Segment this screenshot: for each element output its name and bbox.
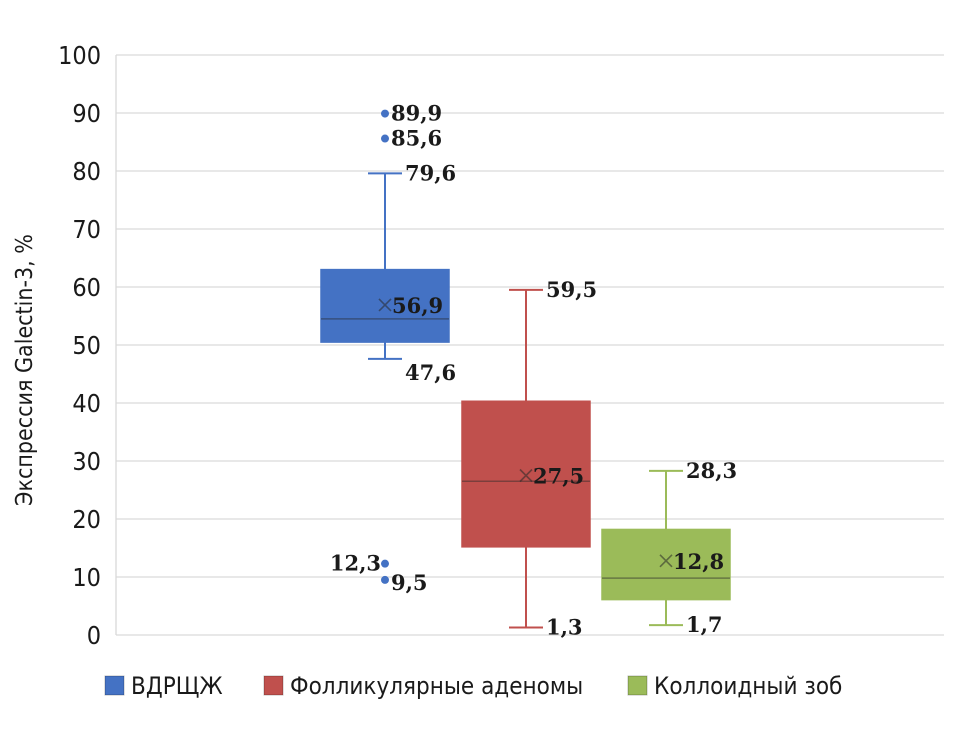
legend-label-3: Коллоидный зоб [654,672,842,700]
legend-swatch-1 [104,675,125,696]
legend-label-2: Фолликулярные аденомы [290,672,583,700]
y-tick-label: 100 [58,41,101,70]
outlier-label: 89,9 [391,101,442,126]
box-group-1: 79,6 47,6 56,9 89,985,6 12,3 9,5 [320,101,456,595]
mean-label: 27,5 [533,464,584,489]
legend-swatch-2 [263,675,284,696]
y-tick-label: 80 [72,157,101,186]
whisker-low-label: 1,7 [686,612,723,637]
y-tick-label: 90 [72,99,101,128]
outlier-point [381,109,389,118]
y-tick-label: 40 [72,389,101,418]
outlier-point [381,134,389,143]
legend-label-1: ВДРЩЖ [131,672,223,700]
whisker-high-label: 79,6 [405,160,456,185]
gridlines [115,54,944,636]
y-tick-label: 10 [72,563,101,592]
box-iqr [601,528,731,601]
whisker-high-label: 28,3 [686,458,737,483]
y-tick-label: 30 [72,447,101,476]
box-iqr [461,400,591,548]
outlier-label: 9,5 [391,570,428,595]
outlier-point [381,559,389,568]
y-tick-label: 60 [72,273,101,302]
box-group-2: 59,5 1,3 27,5 [461,277,597,639]
outlier-label: 85,6 [391,126,442,151]
outlier-label: 12,3 [330,551,381,576]
outlier-point [381,575,389,584]
mean-label: 56,9 [392,293,443,318]
y-tick-label: 70 [72,215,101,244]
whisker-low-label: 47,6 [405,360,456,385]
box-group-3: 28,3 1,7 12,8 [601,458,737,637]
mean-marker [659,554,673,568]
y-axis: 0 10 20 30 40 50 60 70 80 90 100 [58,41,101,650]
y-tick-label: 0 [87,621,101,650]
mean-marker [519,468,533,483]
whisker-high-label: 59,5 [546,277,597,302]
mean-marker [378,298,392,312]
y-axis-label: Экспрессия Galectin-3, % [12,234,38,506]
whisker-low-label: 1,3 [546,614,583,639]
box-plots: 79,6 47,6 56,9 89,985,6 12,3 9,5 59,5 1,3 27,5 28… [320,101,737,639]
y-tick-label: 50 [72,331,101,360]
mean-label: 12,8 [673,549,724,574]
legend: ВДРЩЖ Фолликулярные аденомы Коллоидный зоб [104,672,842,700]
legend-swatch-3 [627,675,648,696]
y-tick-label: 20 [72,505,101,534]
